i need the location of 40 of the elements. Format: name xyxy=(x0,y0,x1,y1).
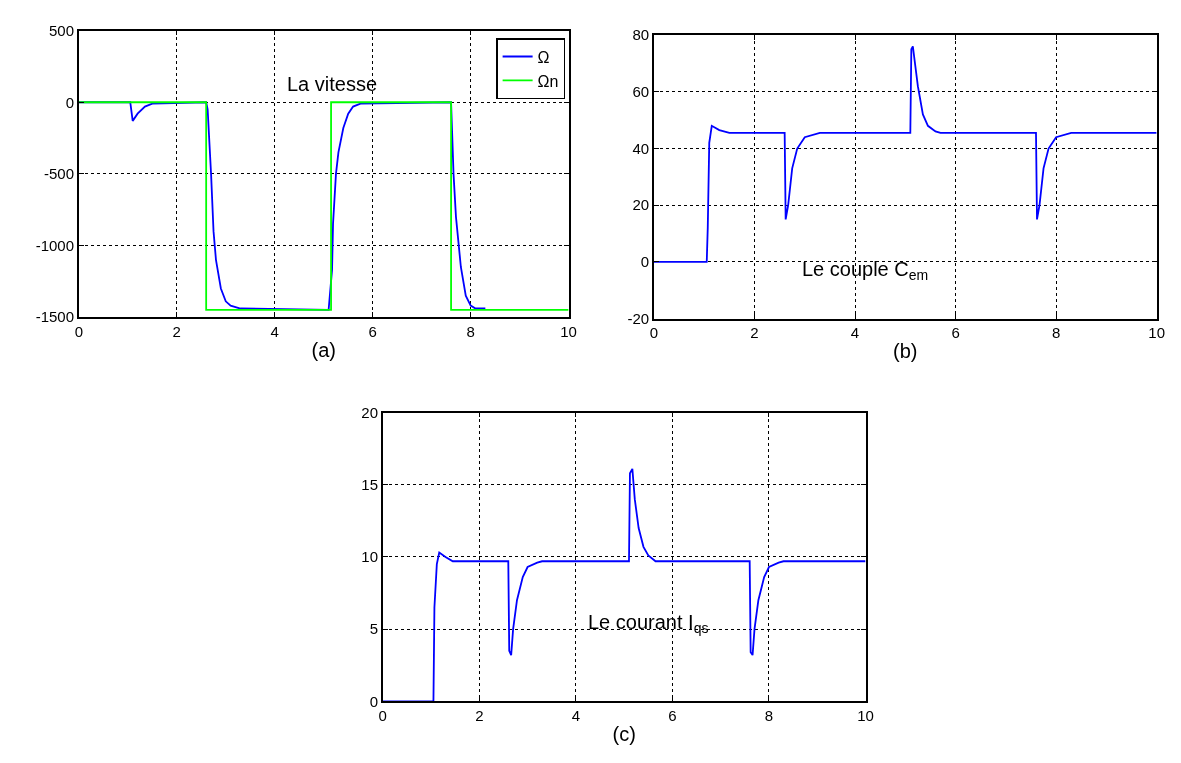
y-tick-label: -1000 xyxy=(35,236,75,254)
y-tick-label: 40 xyxy=(632,139,650,157)
y-tick-label: -1500 xyxy=(35,308,75,326)
x-tick-label: 6 xyxy=(951,324,960,342)
x-axis-title: (b) xyxy=(893,340,918,363)
x-tick-label: 10 xyxy=(560,322,577,340)
x-tick-label: 6 xyxy=(368,322,377,340)
y-tick-label: 60 xyxy=(632,83,650,101)
annotation: Le courant I$_{qs}$ xyxy=(588,611,709,637)
line-series xyxy=(382,467,866,702)
x-tick-label: 6 xyxy=(668,707,677,725)
x-tick-label: 2 xyxy=(475,707,484,725)
x-tick-label: 4 xyxy=(571,707,581,725)
y-tick-label: 500 xyxy=(49,21,75,39)
x-tick-label: 2 xyxy=(750,324,759,342)
x-tick-label: 10 xyxy=(1148,324,1165,342)
x-axis-title: (a) xyxy=(311,338,336,361)
x-tick-label: 4 xyxy=(850,324,860,342)
y-tick-label: 20 xyxy=(632,196,650,214)
x-tick-label: 8 xyxy=(1051,324,1061,342)
y-tick-label: 15 xyxy=(361,476,379,494)
legend-label: Ωn xyxy=(537,72,559,90)
y-tick-label: 20 xyxy=(361,403,379,421)
legend-label: Ω xyxy=(537,48,550,66)
y-tick-label: 0 xyxy=(65,93,75,111)
y-tick-label: -20 xyxy=(627,309,650,327)
annotation: Le couple C$_{em}$ xyxy=(802,258,929,284)
x-tick-label: 10 xyxy=(857,707,874,725)
y-tick-label: -500 xyxy=(44,165,75,183)
x-tick-label: 2 xyxy=(172,322,181,340)
x-tick-label: 4 xyxy=(270,322,279,340)
y-tick-label: 80 xyxy=(632,26,650,44)
y-tick-label: 0 xyxy=(369,692,379,710)
y-tick-label: 10 xyxy=(361,548,379,566)
x-tick-label: 8 xyxy=(466,322,475,340)
y-tick-label: 5 xyxy=(369,620,379,638)
y-tick-label: 0 xyxy=(640,253,650,271)
annotation: La vitesse xyxy=(287,73,378,95)
x-axis-title: (c) xyxy=(612,723,636,746)
x-tick-label: 8 xyxy=(764,707,774,725)
